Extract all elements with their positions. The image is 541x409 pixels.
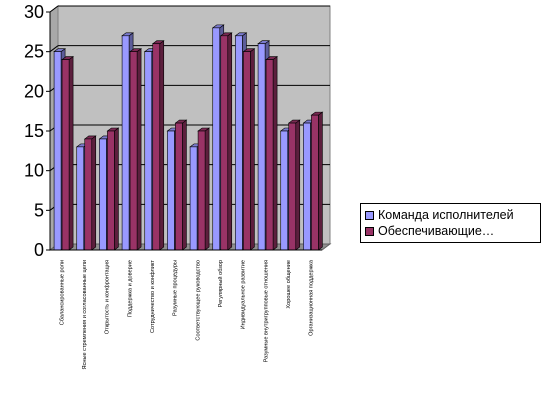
bar-front (99, 138, 107, 251)
legend-label-series-2: Обеспечивающие… (378, 224, 495, 238)
legend-swatch-series-2 (365, 226, 374, 236)
bar-front (129, 51, 138, 251)
bar-side (272, 55, 278, 251)
bar-side (204, 127, 210, 251)
bar-front (53, 51, 62, 251)
x-tick-label: Организационная поддержка (309, 259, 315, 336)
bar-side (318, 111, 323, 251)
x-tick-label: Индивидуальное развитие (241, 260, 247, 329)
bar-front (121, 35, 130, 251)
bar-front (243, 51, 251, 251)
bar-front (107, 130, 115, 251)
bar-front (76, 146, 85, 251)
bar-side (114, 127, 119, 251)
bar-side (68, 55, 74, 251)
x-tick-label: Хорошее общение (286, 260, 292, 309)
bar-front (311, 114, 319, 251)
bar-side (250, 48, 255, 251)
x-tick-label: Разумные внутригрупповые отношения (263, 260, 269, 362)
y-tick-label: 5 (34, 200, 44, 220)
bar-front (257, 43, 266, 251)
bar-side (91, 135, 97, 251)
y-axis: 0 5 10 15 20 25 30 (24, 2, 51, 260)
y-tick-label: 25 (24, 42, 44, 62)
x-tick-label: Сбалансированные роли (59, 260, 65, 325)
x-tick-label: Ясные стремления и согласованные цели (82, 260, 88, 369)
x-tick-label: Сотрудничество и конфликт (150, 260, 156, 333)
y-tick-label: 0 (34, 240, 44, 260)
legend-item-series-1: Команда исполнителей (365, 207, 540, 223)
bar-front (265, 59, 274, 251)
bar-front (235, 35, 243, 251)
bar-2-3 (106, 127, 120, 251)
gridline-diagonal (49, 5, 59, 13)
bar-2-8 (219, 32, 233, 251)
bar-front (220, 35, 229, 251)
x-tick-label: Соответствующее руководство (195, 260, 201, 341)
bar-front (61, 59, 70, 251)
y-tick-label: 10 (24, 161, 44, 181)
bar-2-1 (61, 55, 74, 251)
bar-front (212, 27, 221, 251)
bar-2-9 (242, 48, 256, 251)
legend-item-series-2: Обеспечивающие… (365, 223, 540, 239)
x-tick-label: Разумные процедуры (173, 260, 179, 316)
bar-front (144, 51, 153, 251)
gridline-diagonal (49, 45, 59, 53)
bar-2-4 (129, 48, 142, 251)
bar-front (152, 43, 161, 251)
bar-front (288, 122, 297, 251)
bar-side (295, 119, 301, 251)
bar-side (136, 48, 142, 251)
bar-2-6 (174, 119, 188, 251)
bar-front (189, 146, 198, 251)
y-tick-label: 20 (24, 81, 44, 101)
x-tick-label: Регулярный обзор (217, 260, 224, 307)
y-tick-label: 30 (24, 2, 44, 22)
x-axis: Сбалансированные роли Ясные стремления и … (50, 249, 322, 369)
bar-front (280, 130, 289, 251)
bar-side (227, 32, 233, 251)
bar-2-5 (151, 40, 165, 251)
x-tick-label: Поддержка и доверие (127, 260, 133, 317)
x-tick-label: Открытость и конфронтация (105, 260, 111, 334)
legend-swatch-series-1 (365, 210, 374, 220)
bar-2-10 (265, 55, 278, 251)
bar-front (167, 130, 175, 251)
legend-label-series-1: Команда исполнителей (378, 208, 514, 222)
bar-2-7 (197, 127, 210, 251)
bar-2-2 (83, 135, 97, 251)
bar-side (182, 119, 187, 251)
bar-front (84, 138, 93, 251)
bar-front (175, 122, 183, 251)
bar-side (159, 40, 165, 251)
legend: Команда исполнителей Обеспечивающие… (360, 203, 541, 243)
y-tick-label: 15 (24, 121, 44, 141)
bar-2-11 (287, 119, 301, 251)
bar-2-12 (310, 111, 324, 251)
bar-front (197, 130, 206, 251)
bar-front (303, 122, 311, 251)
